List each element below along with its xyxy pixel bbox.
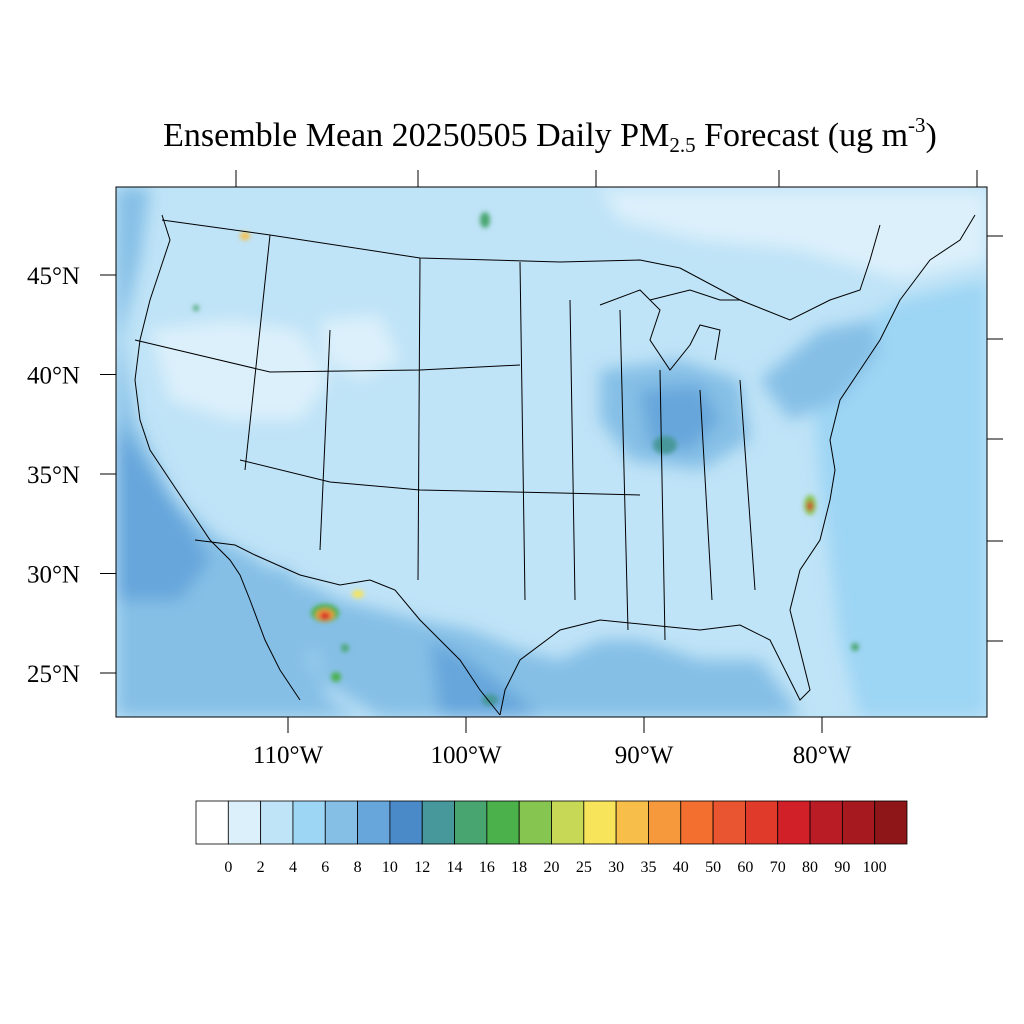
colorbar-label: 60 [737, 859, 753, 876]
colorbar-label: 35 [640, 859, 656, 876]
colorbar-label: 20 [544, 859, 560, 876]
colorbar-swatch [745, 800, 779, 845]
colorbar-swatch [583, 800, 617, 845]
concentration-field [116, 187, 987, 717]
frame-ticks [235, 170, 1003, 642]
colorbar-label: 90 [834, 859, 850, 876]
colorbar: 0 2 4 6 8 10 12 14 16 18 20 25 30 35 40 50 60 70 80 90 100 [195, 800, 908, 876]
coastline-and-borders [134, 214, 976, 716]
longitude-label: 90°W [615, 742, 674, 769]
longitude-ticks: 110°W 100°W 90°W 80°W [253, 717, 852, 769]
map-frame [115, 186, 988, 718]
colorbar-label: 16 [479, 859, 495, 876]
colorbar-swatch [389, 800, 423, 845]
colorbar-swatch [615, 800, 649, 845]
longitude-label: 80°W [793, 742, 852, 769]
title-prefix: Ensemble Mean 20250505 Daily PM [163, 117, 670, 154]
colorbar-swatch [195, 800, 229, 845]
longitude-label: 110°W [253, 742, 324, 769]
title-subscript: 2.5 [669, 133, 696, 157]
latitude-label: 25°N [27, 661, 80, 688]
map-title: Ensemble Mean 20250505 Daily PM2.5 Forec… [0, 113, 1024, 158]
colorbar-label: 50 [705, 859, 721, 876]
colorbar-label: 2 [257, 859, 265, 876]
latitude-label: 35°N [27, 462, 80, 489]
latitude-label: 40°N [27, 363, 80, 390]
colorbar-label: 40 [673, 859, 689, 876]
colorbar-swatch [292, 800, 326, 845]
colorbar-swatch [227, 800, 262, 845]
title-superscript: -3 [908, 113, 926, 137]
colorbar-label: 100 [863, 859, 887, 876]
colorbar-swatch [841, 800, 876, 845]
colorbar-swatch [712, 800, 746, 845]
colorbar-label: 12 [414, 859, 430, 876]
colorbar-swatch [551, 800, 585, 845]
colorbar-swatch [777, 800, 811, 845]
colorbar-swatch [680, 800, 714, 845]
colorbar-label: 30 [608, 859, 624, 876]
colorbar-swatch [454, 800, 488, 845]
colorbar-swatch [648, 800, 682, 845]
title-middle: Forecast (ug m [695, 117, 909, 154]
latitude-label: 45°N [27, 263, 80, 290]
latitude-label: 30°N [27, 562, 80, 589]
colorbar-label: 0 [224, 859, 232, 876]
colorbar-swatch [421, 800, 455, 845]
longitude-label: 100°W [430, 742, 501, 769]
colorbar-swatch [357, 800, 391, 845]
colorbar-label: 80 [802, 859, 818, 876]
colorbar-swatch [486, 800, 520, 845]
colorbar-label: 70 [770, 859, 786, 876]
colorbar-label: 10 [382, 859, 398, 876]
latitude-ticks: 45°N 40°N 35°N 30°N 25°N [27, 263, 116, 688]
colorbar-label: 25 [576, 859, 592, 876]
colorbar-label: 4 [289, 859, 297, 876]
colorbar-label: 6 [321, 859, 329, 876]
title-suffix: ) [925, 117, 937, 154]
colorbar-swatch [324, 800, 358, 845]
colorbar-label: 18 [511, 859, 527, 876]
colorbar-swatch [874, 800, 908, 845]
colorbar-label: 14 [447, 859, 463, 876]
colorbar-swatch [260, 800, 294, 845]
colorbar-swatch [518, 800, 552, 845]
colorbar-swatch [809, 800, 843, 845]
colorbar-label: 8 [354, 859, 362, 876]
